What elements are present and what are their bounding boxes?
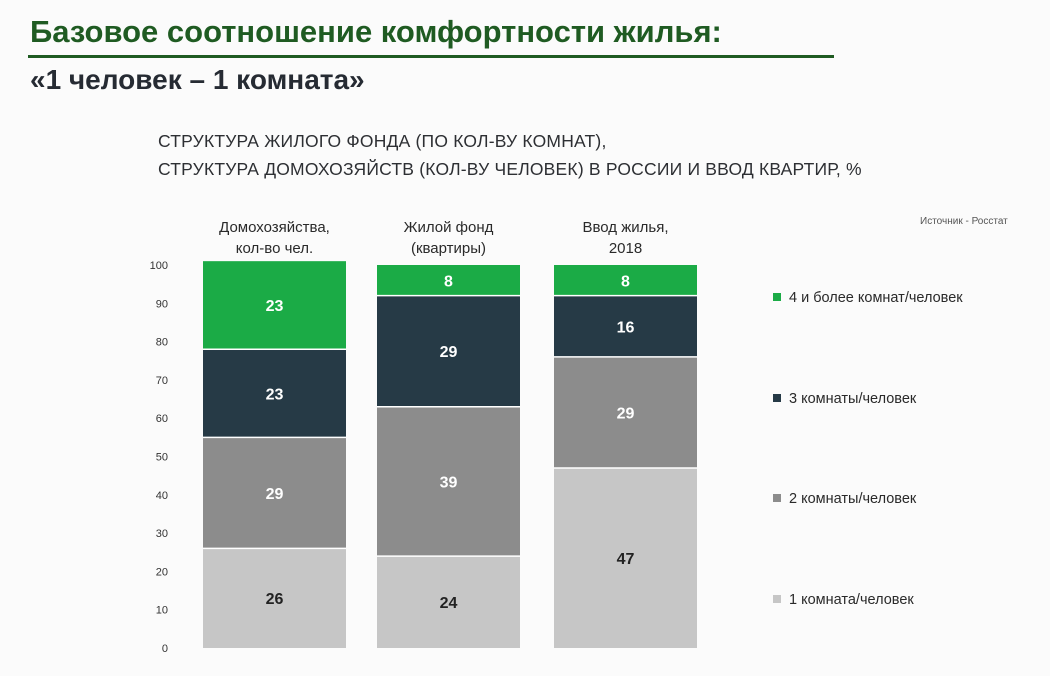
source-note: Источник - Росстат — [920, 216, 1008, 227]
category-label: Жилой фонд — [404, 219, 494, 236]
legend-swatch — [773, 394, 781, 402]
bar-segment — [377, 295, 520, 407]
bar-value-label: 24 — [440, 595, 458, 612]
legend-label: 3 комнаты/человек — [789, 391, 917, 407]
bar-segment — [377, 265, 520, 296]
legend-swatch — [773, 595, 781, 603]
bar-segment — [203, 437, 346, 549]
bar-value-label: 8 — [621, 273, 630, 290]
bar-value-label: 8 — [444, 273, 453, 290]
y-tick-label: 10 — [156, 605, 168, 617]
y-tick-label: 100 — [150, 260, 168, 272]
chart-heading: СТРУКТУРА ЖИЛОГО ФОНДА (ПО КОЛ-ВУ КОМНАТ… — [158, 127, 862, 183]
legend-swatch — [773, 494, 781, 502]
y-tick-label: 70 — [156, 375, 168, 387]
bar-value-label: 29 — [266, 486, 284, 503]
bar-value-label: 39 — [440, 474, 458, 491]
bar-value-label: 26 — [266, 591, 284, 608]
category-label: Домохозяйства, — [219, 219, 330, 236]
legend-label: 1 комната/человек — [789, 592, 914, 608]
bar-segment — [554, 356, 697, 468]
slide-subtitle: «1 человек – 1 комната» — [30, 64, 365, 95]
legend-label: 2 комнаты/человек — [789, 491, 917, 507]
bar-segment — [554, 265, 697, 296]
bar-value-label: 29 — [617, 405, 635, 422]
y-tick-label: 90 — [156, 298, 168, 310]
bar-segment — [203, 548, 346, 648]
bar-segment — [377, 556, 520, 648]
y-tick-label: 50 — [156, 452, 168, 464]
chart-heading-line-2: СТРУКТУРА ДОМОХОЗЯЙСТВ (КОЛ-ВУ ЧЕЛОВЕК) … — [158, 159, 862, 179]
category-label: 2018 — [609, 240, 642, 257]
bar-value-label: 29 — [440, 344, 458, 361]
y-tick-label: 0 — [162, 643, 168, 655]
bar-value-label: 16 — [617, 319, 635, 336]
title-underline — [28, 55, 834, 58]
bar-segment — [554, 295, 697, 357]
category-label: (квартиры) — [411, 240, 486, 257]
y-tick-label: 80 — [156, 337, 168, 349]
bar-value-label: 47 — [617, 551, 635, 568]
bar-segment — [377, 406, 520, 557]
category-label: Ввод жилья, — [582, 219, 668, 236]
y-tick-label: 30 — [156, 528, 168, 540]
bar-segment — [203, 349, 346, 438]
y-tick-label: 60 — [156, 413, 168, 425]
y-tick-label: 40 — [156, 490, 168, 502]
bar-value-label: 23 — [266, 298, 284, 315]
slide-title: Базовое соотношение комфортности жилья: — [30, 14, 722, 49]
chart-heading-line-1: СТРУКТУРА ЖИЛОГО ФОНДА (ПО КОЛ-ВУ КОМНАТ… — [158, 131, 607, 151]
category-label: кол-во чел. — [236, 240, 313, 257]
bar-segment — [554, 467, 697, 648]
bar-value-label: 23 — [266, 386, 284, 403]
y-tick-label: 20 — [156, 566, 168, 578]
legend-swatch — [773, 293, 781, 301]
bar-segment — [203, 261, 346, 350]
legend-label: 4 и более комнат/человек — [789, 290, 963, 306]
